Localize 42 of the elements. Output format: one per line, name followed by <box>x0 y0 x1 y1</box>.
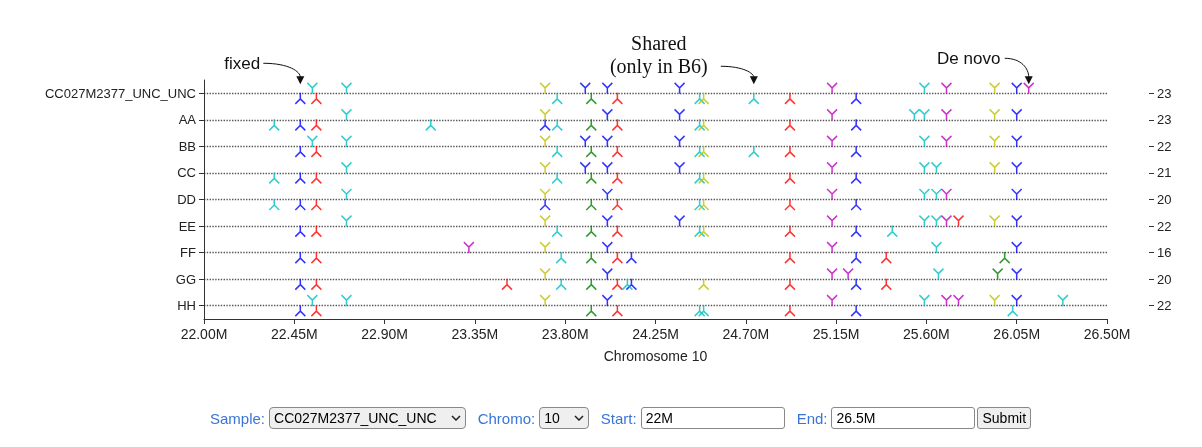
x-tick-label: 23.80M <box>541 326 589 342</box>
annotation: De novo <box>937 48 1001 68</box>
y-tick-label: HH <box>177 298 196 314</box>
x-tick-label: 24.70M <box>722 326 770 342</box>
y2-tick-label: 16 <box>1157 245 1172 261</box>
annotation: fixed <box>224 53 261 73</box>
annotation: Shared (only in B6) <box>609 31 708 78</box>
submit-button: Submit <box>977 407 1032 429</box>
text: Start: <box>600 409 637 427</box>
x-tick-label: 25.60M <box>903 326 950 342</box>
y2-tick-label: 20 <box>1157 271 1172 287</box>
x-axis-title: Chromosome 10 <box>603 348 708 364</box>
x-tick-label: 26.05M <box>993 326 1041 342</box>
y-tick-label: BB <box>178 138 196 154</box>
x-tick-label: 26.50M <box>1083 326 1131 342</box>
text: Sample: <box>210 409 266 427</box>
dropdown-field: 10 <box>539 407 589 429</box>
x-tick-label: 22.90M <box>361 326 408 342</box>
y-tick-label: CC <box>177 165 196 181</box>
y2-tick-label: 23 <box>1157 112 1172 128</box>
dropdown-field: CC027M2377_UNC_UNC <box>269 407 466 429</box>
y-tick-label: AA <box>178 112 197 128</box>
y2-tick-label: 23 <box>1157 85 1172 101</box>
y-tick-label: CC027M2377_UNC_UNC <box>44 85 196 101</box>
x-tick-label: 22.45M <box>270 326 318 342</box>
y2-tick-label: 20 <box>1157 192 1172 207</box>
y-tick-label: DD <box>177 192 196 207</box>
text-field: 22M <box>640 407 785 429</box>
x-tick-label: 22.00M <box>180 326 228 342</box>
y2-tick-label: 22 <box>1157 218 1172 234</box>
y-tick-label: GG <box>175 271 196 287</box>
x-tick-label: 25.15M <box>812 326 860 342</box>
y-tick-label: EE <box>178 218 197 234</box>
text: End: <box>796 409 828 427</box>
text-field: 26.5M <box>831 407 976 429</box>
x-tick-label: 23.35M <box>451 326 499 342</box>
y2-tick-label: 22 <box>1157 138 1172 154</box>
y-tick-label: FF <box>180 245 197 261</box>
text: Chromo: <box>477 409 536 427</box>
y2-tick-label: 22 <box>1157 298 1172 314</box>
x-tick-label: 24.25M <box>632 326 679 342</box>
y2-tick-label: 21 <box>1157 165 1172 181</box>
